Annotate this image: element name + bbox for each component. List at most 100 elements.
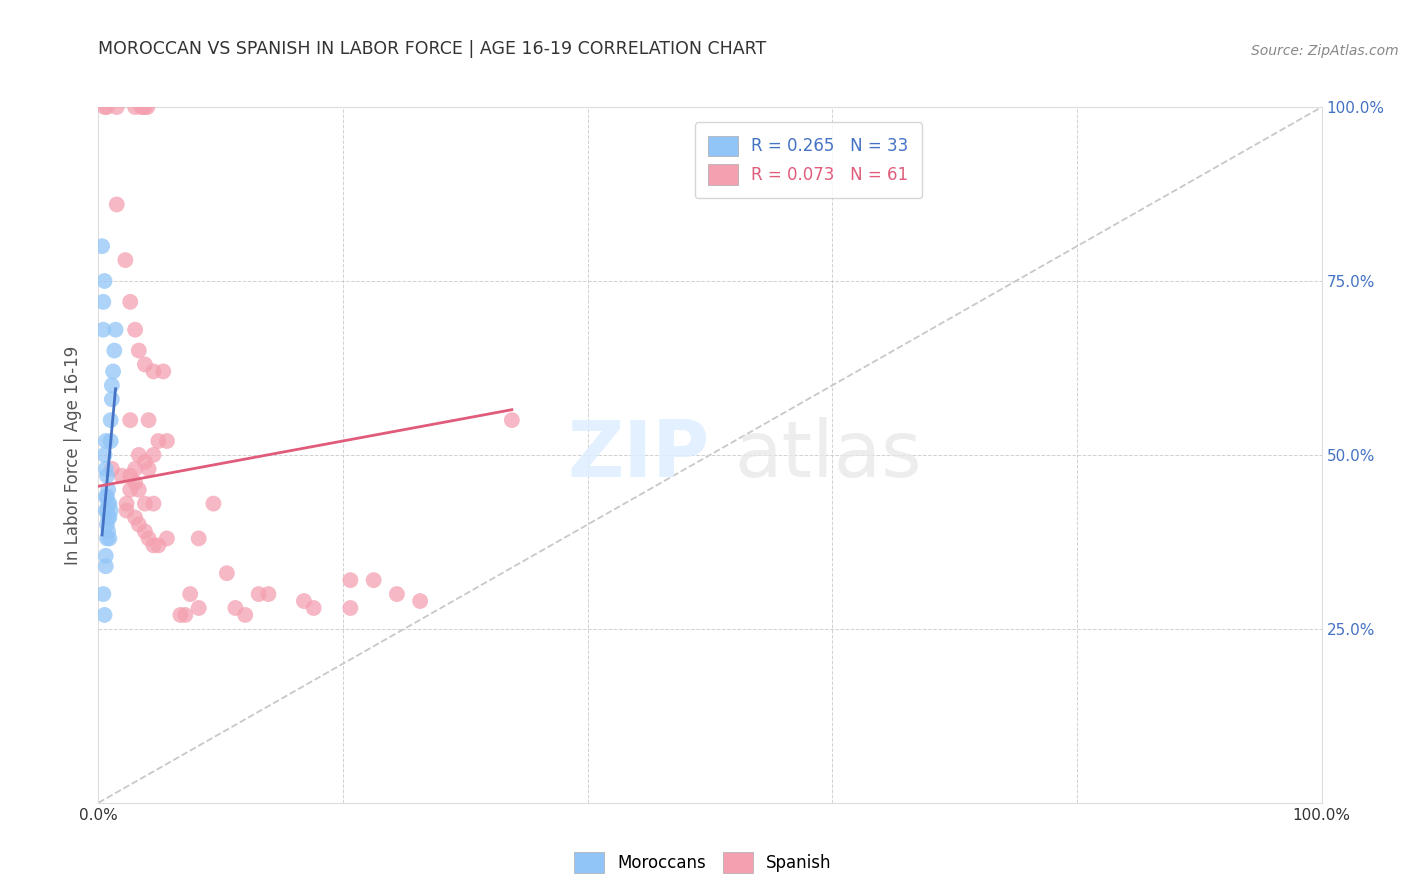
- Point: [169, 607, 191, 622]
- Point: [138, 532, 160, 546]
- Point: [94, 434, 117, 448]
- Point: [156, 434, 179, 448]
- Point: [339, 601, 361, 615]
- Point: [247, 587, 270, 601]
- Point: [94, 503, 117, 517]
- Point: [120, 413, 142, 427]
- Point: [134, 497, 156, 511]
- Point: [101, 364, 124, 378]
- Point: [96, 517, 118, 532]
- Point: [114, 253, 136, 268]
- Point: [152, 364, 174, 378]
- Point: [124, 510, 146, 524]
- Point: [91, 587, 114, 601]
- Point: [128, 483, 150, 497]
- Point: [129, 100, 152, 114]
- Point: [96, 100, 118, 114]
- Point: [128, 517, 150, 532]
- Point: [142, 497, 165, 511]
- Point: [98, 532, 121, 546]
- Point: [292, 594, 315, 608]
- Point: [124, 100, 146, 114]
- Point: [120, 468, 142, 483]
- Point: [98, 497, 121, 511]
- Point: [339, 573, 361, 587]
- Point: [138, 413, 160, 427]
- Point: [96, 468, 118, 483]
- Point: [91, 294, 114, 309]
- Point: [100, 434, 122, 448]
- Point: [124, 323, 146, 337]
- Point: [93, 607, 115, 622]
- Point: [142, 538, 165, 552]
- Point: [93, 274, 115, 288]
- Legend: Moroccans, Spanish: Moroccans, Spanish: [568, 846, 838, 880]
- Point: [142, 364, 165, 378]
- Point: [187, 601, 209, 615]
- Text: Source: ZipAtlas.com: Source: ZipAtlas.com: [1251, 44, 1399, 58]
- Text: ZIP: ZIP: [568, 417, 710, 493]
- Point: [138, 462, 160, 476]
- Point: [98, 510, 121, 524]
- Point: [132, 100, 155, 114]
- Point: [91, 323, 114, 337]
- Point: [105, 100, 128, 114]
- Point: [96, 503, 118, 517]
- Point: [224, 601, 246, 615]
- Legend: R = 0.265   N = 33, R = 0.073   N = 61: R = 0.265 N = 33, R = 0.073 N = 61: [695, 122, 922, 198]
- Point: [136, 100, 159, 114]
- Point: [148, 434, 170, 448]
- Point: [101, 378, 124, 392]
- Point: [385, 587, 408, 601]
- Point: [101, 462, 124, 476]
- Point: [96, 490, 118, 504]
- Point: [134, 100, 156, 114]
- Point: [104, 323, 127, 337]
- Point: [134, 455, 156, 469]
- Point: [94, 490, 117, 504]
- Point: [134, 524, 156, 539]
- Text: MOROCCAN VS SPANISH IN LABOR FORCE | AGE 16-19 CORRELATION CHART: MOROCCAN VS SPANISH IN LABOR FORCE | AGE…: [98, 40, 766, 58]
- Point: [120, 294, 142, 309]
- Point: [97, 510, 120, 524]
- Point: [363, 573, 385, 587]
- Point: [501, 413, 523, 427]
- Point: [115, 497, 138, 511]
- Point: [128, 448, 150, 462]
- Point: [94, 549, 117, 563]
- Point: [100, 503, 122, 517]
- Point: [94, 462, 117, 476]
- Point: [124, 462, 146, 476]
- Point: [101, 392, 124, 407]
- Point: [100, 413, 122, 427]
- Point: [134, 358, 156, 372]
- Point: [233, 607, 256, 622]
- Point: [302, 601, 325, 615]
- Point: [156, 532, 179, 546]
- Text: atlas: atlas: [734, 417, 922, 493]
- Point: [179, 587, 201, 601]
- Point: [91, 239, 114, 253]
- Point: [120, 483, 142, 497]
- Point: [257, 587, 280, 601]
- Point: [115, 503, 138, 517]
- Point: [111, 468, 134, 483]
- Point: [105, 197, 128, 211]
- Point: [142, 448, 165, 462]
- Y-axis label: In Labor Force | Age 16-19: In Labor Force | Age 16-19: [65, 345, 83, 565]
- Point: [124, 475, 146, 490]
- Point: [97, 497, 120, 511]
- Point: [174, 607, 197, 622]
- Point: [94, 559, 117, 574]
- Point: [97, 524, 120, 539]
- Point: [148, 538, 170, 552]
- Point: [96, 532, 118, 546]
- Point: [409, 594, 432, 608]
- Point: [103, 343, 125, 358]
- Point: [128, 343, 150, 358]
- Point: [187, 532, 209, 546]
- Point: [93, 100, 115, 114]
- Point: [202, 497, 225, 511]
- Point: [93, 448, 115, 462]
- Point: [215, 566, 238, 581]
